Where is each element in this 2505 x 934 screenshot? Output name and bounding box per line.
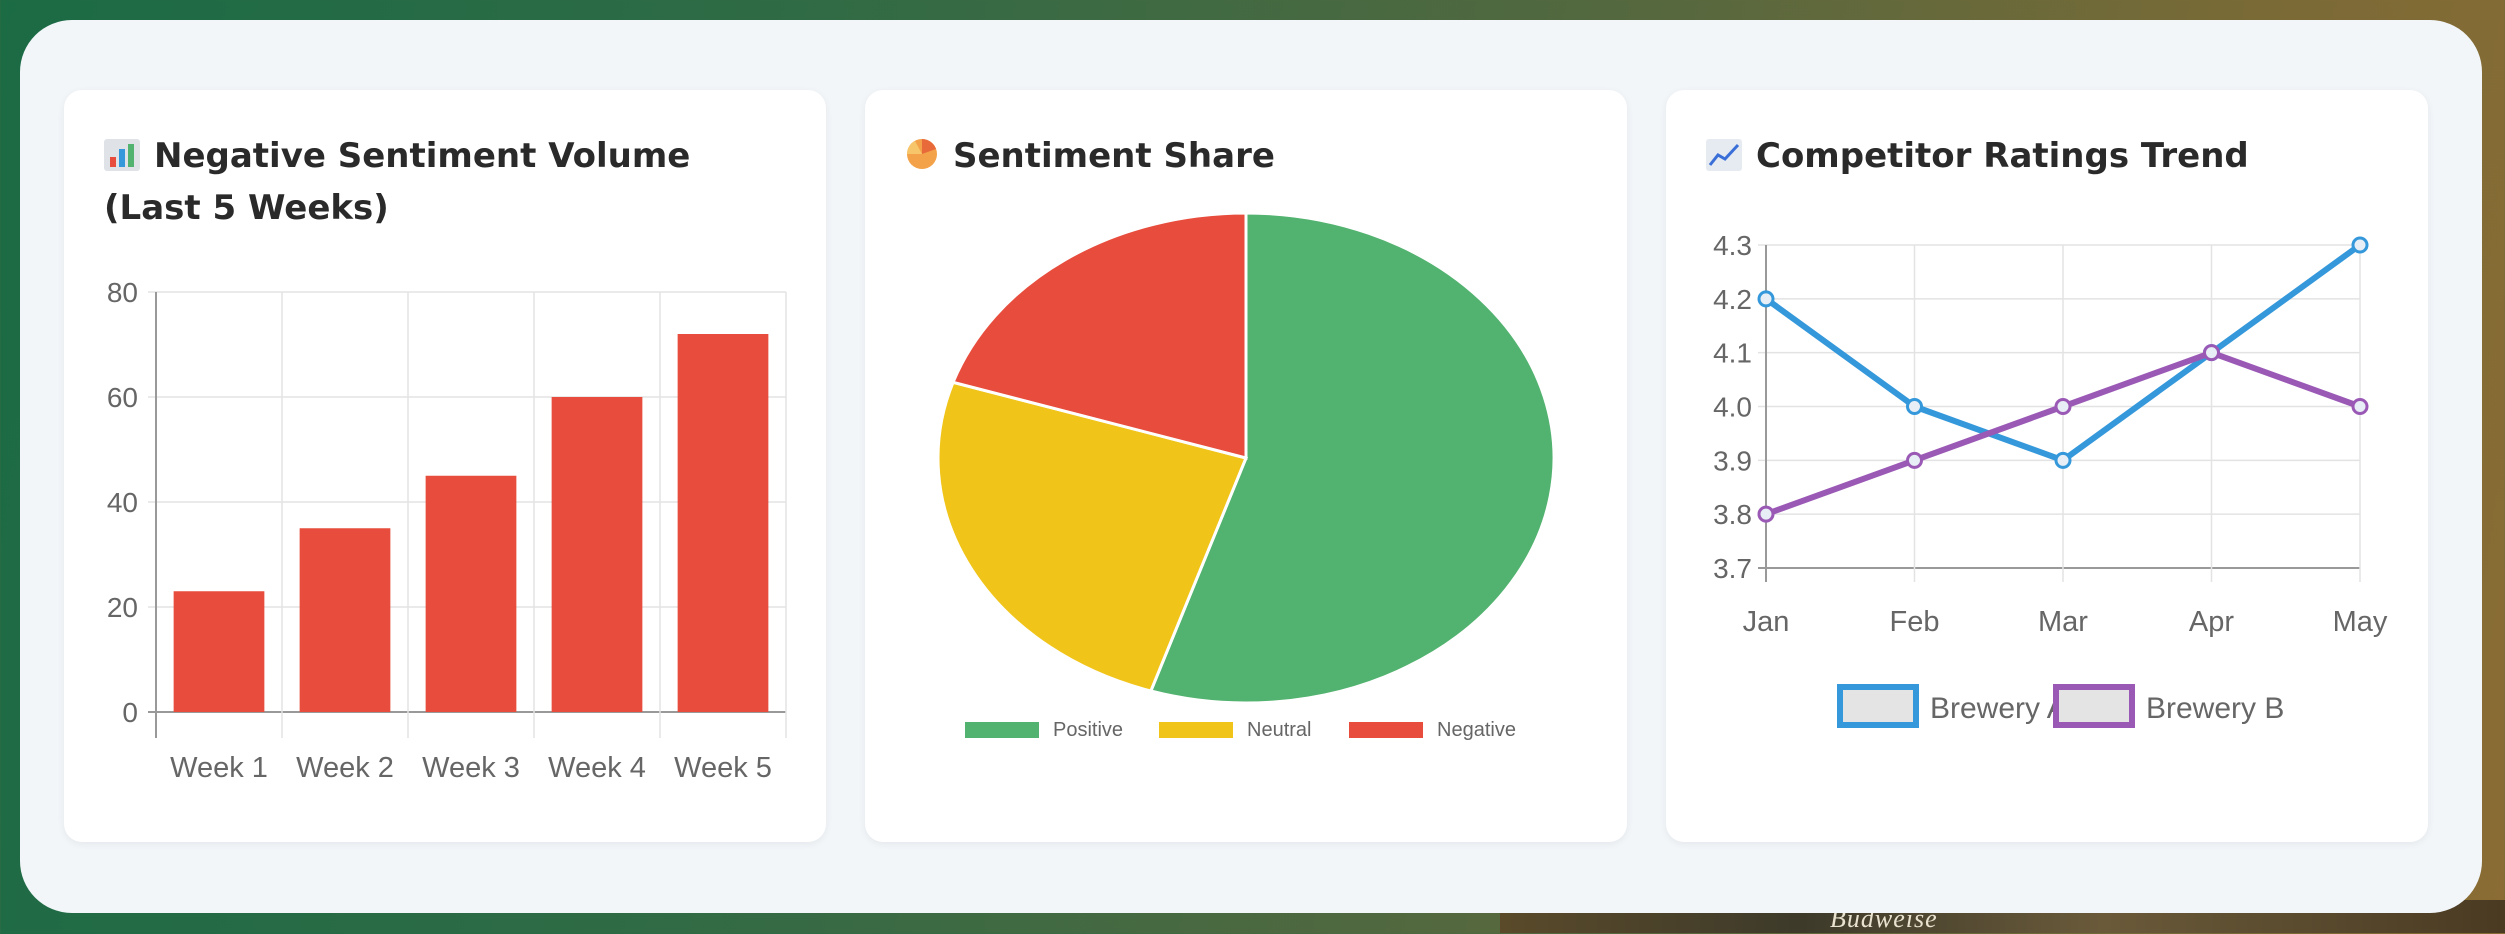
bar-chart: 0 20 40 60 80 Week 1 Week 2 Week 3 Week 4 Week 5 xyxy=(107,277,787,784)
data-point xyxy=(1906,398,1923,415)
data-point xyxy=(2351,236,2369,254)
pie-chart: Positive Neutral Negative xyxy=(936,211,1556,741)
bar xyxy=(425,475,517,712)
pie-slice xyxy=(936,380,1249,693)
x-tick-label: May xyxy=(2333,606,2388,638)
line-chart-icon xyxy=(1706,136,1742,184)
y-tick-label: 3.8 xyxy=(1713,499,1752,530)
data-point xyxy=(2054,451,2072,469)
legend-swatch xyxy=(965,722,1039,738)
line-chart-card: Competitor Ratings Trend 3.7 3.8 3.9 4.0 4.1… xyxy=(1666,90,2428,842)
x-tick-label: Apr xyxy=(2189,606,2234,638)
data-point xyxy=(2203,344,2220,362)
x-tick-label: Week 2 xyxy=(296,752,394,784)
y-tick-label: 4.0 xyxy=(1713,392,1752,423)
y-tick-label: 4.3 xyxy=(1713,230,1752,261)
pie-chart-title: Sentiment Share xyxy=(905,132,1587,184)
data-point xyxy=(2054,398,2072,415)
y-tick-label: 60 xyxy=(107,382,138,413)
data-point xyxy=(2351,398,2369,415)
bar xyxy=(173,591,265,712)
line-chart-title: Competitor Ratings Trend xyxy=(1706,132,2388,184)
x-tick-label: Feb xyxy=(1890,606,1940,638)
pie-slice xyxy=(951,211,1248,460)
bar-chart-title-text: Negative Sentiment Volume (Last 5 Weeks) xyxy=(104,136,691,228)
x-tick-label: Mar xyxy=(2038,606,2088,638)
bar xyxy=(677,334,769,712)
legend-swatch xyxy=(1837,684,1919,728)
x-tick-label: Jan xyxy=(1743,606,1790,638)
y-tick-label: 40 xyxy=(107,487,138,518)
bar xyxy=(299,528,391,712)
x-tick-label: Week 4 xyxy=(548,752,646,784)
y-tick-label: 4.2 xyxy=(1713,284,1752,315)
bar xyxy=(551,397,643,712)
y-tick-label: 3.7 xyxy=(1713,553,1752,584)
legend-label: Brewery A xyxy=(1930,692,2067,725)
y-tick-label: 80 xyxy=(107,277,138,308)
line-chart-title-text: Competitor Ratings Trend xyxy=(1756,136,2249,176)
bar-chart-title: Negative Sentiment Volume (Last 5 Weeks) xyxy=(104,132,786,232)
legend-swatch xyxy=(1159,722,1233,738)
data-point xyxy=(1757,290,1775,308)
y-tick-label: 20 xyxy=(107,592,138,623)
bar-chart-card: Negative Sentiment Volume (Last 5 Weeks)… xyxy=(64,90,826,842)
data-point xyxy=(1757,505,1775,523)
bar-chart-icon xyxy=(104,136,140,184)
x-tick-label: Week 5 xyxy=(674,752,772,784)
legend-label: Negative xyxy=(1437,719,1516,741)
y-tick-label: 4.1 xyxy=(1713,338,1752,369)
pie-slice xyxy=(1148,211,1556,705)
legend-swatch xyxy=(2053,684,2135,728)
line-chart: 3.7 3.8 3.9 4.0 4.1 4.2 4.3 Jan Feb Mar Apr May Brew… xyxy=(1713,230,2388,728)
x-tick-label: Week 1 xyxy=(170,752,268,784)
pie-chart-title-text: Sentiment Share xyxy=(953,136,1275,176)
dashboard-board: Negative Sentiment Volume (Last 5 Weeks)… xyxy=(20,20,2482,913)
legend-swatch xyxy=(1349,722,1423,738)
data-point xyxy=(1906,451,1923,469)
x-tick-label: Week 3 xyxy=(422,752,520,784)
y-tick-label: 3.9 xyxy=(1713,445,1752,476)
y-tick-label: 0 xyxy=(122,697,138,728)
legend-label: Brewery B xyxy=(2146,692,2284,725)
pie-chart-card: Sentiment Share Positive Neutral Negative xyxy=(865,90,1627,842)
legend-label: Neutral xyxy=(1247,719,1311,741)
pie-chart-icon xyxy=(905,136,939,184)
legend-label: Positive xyxy=(1053,719,1123,741)
